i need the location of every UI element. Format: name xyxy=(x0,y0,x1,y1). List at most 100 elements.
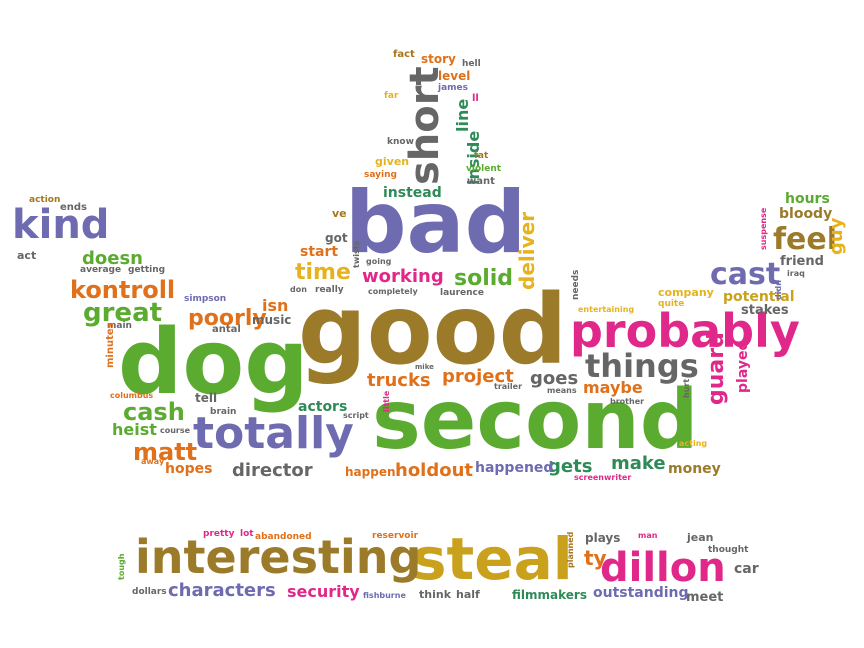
word-steal: steal xyxy=(412,525,573,593)
word-course: course xyxy=(160,426,191,435)
word-meet: meet xyxy=(686,590,724,605)
word-happened: happened xyxy=(475,460,554,476)
word-mike: mike xyxy=(415,363,434,371)
word-don: don xyxy=(290,285,307,294)
word-means: means xyxy=(547,386,577,395)
word-great: great xyxy=(83,298,163,328)
word-didn: didn xyxy=(774,280,783,300)
word-brain: brain xyxy=(210,407,237,417)
word-heist: heist xyxy=(112,420,157,439)
word-tough: tough xyxy=(117,553,126,580)
word-time: time xyxy=(295,260,351,285)
word-doesn: doesn xyxy=(82,248,143,269)
word-acting: acting xyxy=(679,439,708,448)
word-cash: cash xyxy=(123,398,185,426)
word-entertaining: entertaining xyxy=(578,305,635,314)
word-really: really xyxy=(315,285,344,295)
word-twists: twists xyxy=(352,240,361,268)
word-laurence: laurence xyxy=(440,288,484,298)
word-dillon: dillon xyxy=(600,545,726,591)
word-actors: actors xyxy=(298,399,348,415)
word-instead: instead xyxy=(383,185,442,201)
word-level: level xyxy=(438,69,471,83)
word-maybe: maybe xyxy=(583,378,643,397)
word-director: director xyxy=(232,460,313,481)
word-script: script xyxy=(343,411,369,420)
word-thought: thought xyxy=(708,545,749,555)
word-away: away xyxy=(141,457,165,466)
word-characters: characters xyxy=(168,580,276,601)
word-car: car xyxy=(734,561,759,577)
word-gets: gets xyxy=(548,456,593,477)
word-given: given xyxy=(375,155,410,168)
word-interesting: interesting xyxy=(135,530,422,584)
word-outstanding: outstanding xyxy=(593,585,689,601)
word-brother: brother xyxy=(610,397,645,406)
word-things: things xyxy=(585,347,699,385)
word-bad: bad xyxy=(345,173,527,273)
word-minutes: minutes xyxy=(105,322,116,368)
word-act: act xyxy=(17,249,37,262)
word-simpson: simpson xyxy=(184,294,227,304)
word-deliver: deliver xyxy=(515,211,539,290)
word-want: want xyxy=(467,176,495,187)
word-kontroll: kontroll xyxy=(70,276,176,304)
word-fishburne: fishburne xyxy=(363,591,406,600)
word-potential: potential xyxy=(723,289,795,305)
word-james: james xyxy=(438,83,468,93)
word-iraq: iraq xyxy=(787,269,805,278)
word-hours: hours xyxy=(785,191,830,207)
word-going: going xyxy=(366,257,392,266)
word-getting: getting xyxy=(128,265,166,275)
word-totally: totally xyxy=(193,408,354,459)
word-dollars: dollars xyxy=(132,587,167,597)
word-violent: violent xyxy=(466,164,502,174)
word-isn: isn xyxy=(262,296,289,315)
word-start: start xyxy=(300,244,339,260)
word-probably: probably xyxy=(570,304,800,358)
word-dog: dog xyxy=(118,310,309,415)
word-hurt: hurt xyxy=(682,378,691,398)
word-stakes: stakes xyxy=(741,303,789,318)
word-money: money xyxy=(668,461,721,477)
word-fat: fat xyxy=(474,151,489,161)
word-think: think xyxy=(419,588,452,601)
word-solid: solid xyxy=(454,266,514,291)
word-bloody: bloody xyxy=(779,206,833,222)
word-filmmakers: filmmakers xyxy=(512,588,587,602)
word-columbus: columbus xyxy=(110,391,154,400)
word-pretty: pretty xyxy=(203,529,235,539)
word-good: good xyxy=(298,274,568,386)
word-security: security xyxy=(287,582,360,601)
word-quite: quite xyxy=(658,299,685,309)
word-trucks: trucks xyxy=(367,370,431,391)
word-fact: fact xyxy=(393,49,415,60)
word-plays: plays xyxy=(585,531,621,545)
word-project: project xyxy=(442,366,514,387)
word-second: second xyxy=(372,373,699,468)
word-ve: ve xyxy=(332,207,347,220)
word-suspense: suspense xyxy=(759,207,768,250)
word-ll: ll xyxy=(472,93,479,104)
word-hell: hell xyxy=(462,59,481,69)
word-abandoned: abandoned xyxy=(255,532,312,542)
word-happen: happen xyxy=(345,465,396,479)
word-cast: cast xyxy=(710,257,781,292)
word-lot: lot xyxy=(240,529,254,539)
word-action: action xyxy=(29,195,61,205)
word-played: played xyxy=(735,340,751,393)
word-reservoir: reservoir xyxy=(372,531,419,541)
word-friend: friend xyxy=(780,254,824,269)
word-know: know xyxy=(387,137,414,147)
word-guy: guy xyxy=(826,217,847,255)
word-man: man xyxy=(638,531,658,540)
word-goes: goes xyxy=(530,368,579,389)
word-little: little xyxy=(382,390,391,412)
word-main: main xyxy=(107,321,132,331)
word-trailer: trailer xyxy=(494,382,523,391)
word-screenwriter: screenwriter xyxy=(574,473,632,482)
word-completely: completely xyxy=(368,287,418,296)
word-poorly: poorly xyxy=(188,306,267,331)
word-story: story xyxy=(421,52,456,66)
